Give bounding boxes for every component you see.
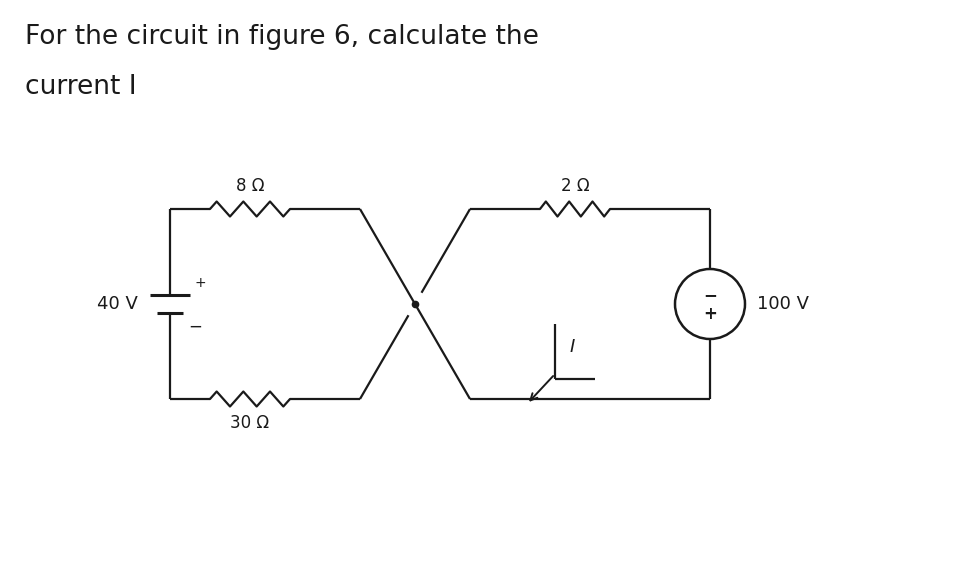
Text: I: I (569, 338, 575, 356)
Text: current I: current I (25, 74, 136, 100)
Text: 40 V: 40 V (97, 295, 138, 313)
Text: For the circuit in figure 6, calculate the: For the circuit in figure 6, calculate t… (25, 24, 538, 50)
Text: 100 V: 100 V (757, 295, 808, 313)
Text: −: − (702, 286, 717, 304)
Text: 30 Ω: 30 Ω (231, 414, 270, 432)
Text: +: + (702, 305, 717, 323)
Text: +: + (194, 276, 207, 290)
Text: 8 Ω: 8 Ω (235, 177, 264, 195)
Text: 2 Ω: 2 Ω (560, 177, 589, 195)
Text: −: − (188, 318, 202, 336)
